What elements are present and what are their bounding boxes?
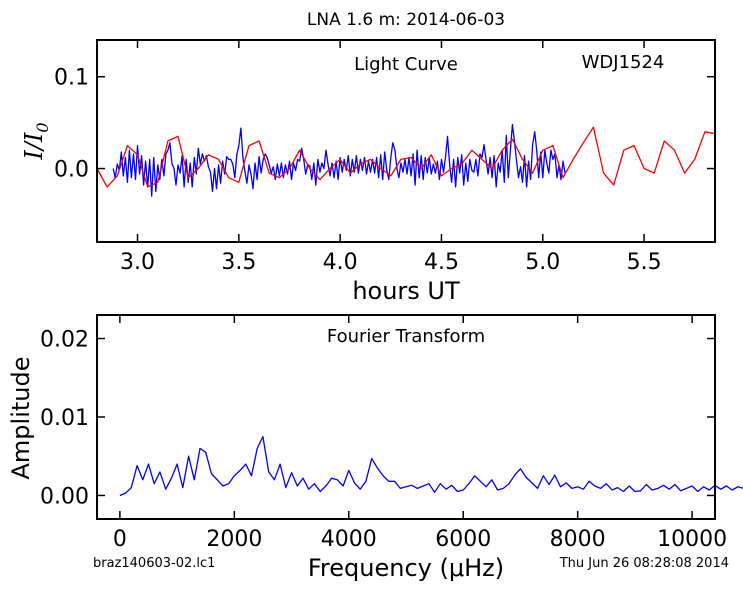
light-curve-ytick-label: 0.1 [54, 66, 89, 91]
figure-title: LNA 1.6 m: 2014-06-03 [307, 10, 505, 30]
light-curve-xtick-label: 5.0 [525, 250, 560, 275]
fourier-xtick-label: 2000 [206, 527, 262, 552]
light-curve-series-1 [96, 126, 716, 188]
light-curve-xtick-label: 3.5 [221, 250, 256, 275]
light-curve-xtick-label: 5.5 [627, 250, 662, 275]
fourier-lines [119, 435, 743, 497]
light-curve-panel: 3.0 3.5 4.0 4.5 5.0 5.5 0.0 0.1 Light Curve WDJ… [20, 39, 716, 305]
fourier-ylabel: Amplitude [7, 357, 35, 480]
object-label: WDJ1524 [582, 52, 665, 73]
fourier-ticks: 0 2000 4000 6000 8000 10000 0.00 0.01 0.02 [40, 315, 727, 552]
light-curve-xtick-label: 3.0 [120, 250, 155, 275]
fourier-xtick-label: 8000 [550, 527, 606, 552]
light-curve-ticks: 3.0 3.5 4.0 4.5 5.0 5.5 0.0 0.1 [54, 40, 715, 275]
light-curve-xlabel: hours UT [352, 277, 460, 305]
light-curve-frame [96, 39, 716, 243]
light-curve-ytick-label: 0.0 [54, 158, 89, 183]
fourier-xlabel: Frequency (μHz) [308, 554, 504, 582]
fourier-panel: 0 2000 4000 6000 8000 10000 0.00 0.01 0.02 Fouri… [7, 314, 743, 582]
fourier-ytick-label: 0.02 [40, 328, 89, 353]
fourier-ytick-label: 0.00 [40, 484, 89, 509]
fourier-xtick-label: 0 [113, 527, 127, 552]
light-curve-ylabel-main: I/I [20, 132, 48, 161]
fourier-series-0 [119, 435, 743, 497]
light-curve-xtick-label: 4.5 [424, 250, 459, 275]
fourier-xtick-label: 4000 [321, 527, 377, 552]
light-curve-lines [96, 123, 716, 197]
fourier-annotation: Fourier Transform [327, 326, 485, 347]
light-curve-annotation: Light Curve [354, 54, 458, 75]
light-curve-series-0 [112, 123, 566, 197]
light-curve-xtick-label: 4.0 [323, 250, 358, 275]
svg-text:I/I0: I/I0 [20, 122, 52, 160]
light-curve-ylabel-sub: 0 [33, 122, 52, 132]
fourier-xtick-label: 10000 [657, 527, 727, 552]
fourier-ytick-label: 0.01 [40, 406, 89, 431]
light-curve-ylabel: I/I0 [20, 122, 52, 160]
fourier-xtick-label: 6000 [435, 527, 491, 552]
footer-filename: braz140603-02.lc1 [93, 556, 215, 571]
footer-timestamp: Thu Jun 26 08:28:08 2014 [559, 556, 729, 571]
